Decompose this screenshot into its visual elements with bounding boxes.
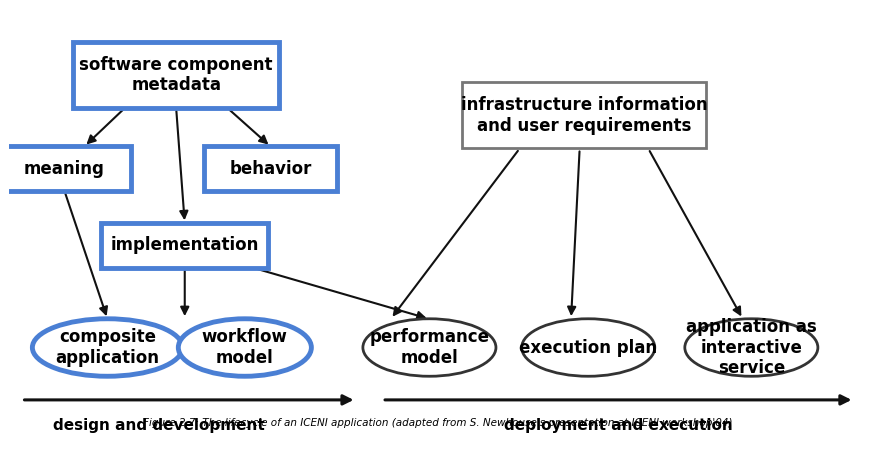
Ellipse shape xyxy=(363,319,496,376)
Text: deployment and execution: deployment and execution xyxy=(504,418,732,433)
Ellipse shape xyxy=(32,319,182,376)
FancyBboxPatch shape xyxy=(204,146,337,191)
Text: application as
interactive
service: application as interactive service xyxy=(686,318,816,377)
Text: composite
application: composite application xyxy=(55,328,159,367)
Text: behavior: behavior xyxy=(230,160,312,178)
Ellipse shape xyxy=(522,319,654,376)
Text: execution plan: execution plan xyxy=(519,338,657,357)
Ellipse shape xyxy=(179,319,311,376)
Text: workflow
model: workflow model xyxy=(201,328,288,367)
FancyBboxPatch shape xyxy=(101,223,268,268)
Ellipse shape xyxy=(685,319,818,376)
Text: meaning: meaning xyxy=(25,160,105,178)
Text: Figure 2.7: The lifecycle of an ICENI application (adapted from S. Newhouse's pr: Figure 2.7: The lifecycle of an ICENI ap… xyxy=(144,418,732,428)
FancyBboxPatch shape xyxy=(74,42,279,108)
FancyBboxPatch shape xyxy=(0,146,131,191)
Text: software component
metadata: software component metadata xyxy=(80,56,273,95)
FancyBboxPatch shape xyxy=(462,82,706,148)
Text: infrastructure information
and user requirements: infrastructure information and user requ… xyxy=(461,96,707,135)
Text: implementation: implementation xyxy=(110,236,259,254)
Text: design and development: design and development xyxy=(53,418,265,433)
Text: performance
model: performance model xyxy=(370,328,490,367)
